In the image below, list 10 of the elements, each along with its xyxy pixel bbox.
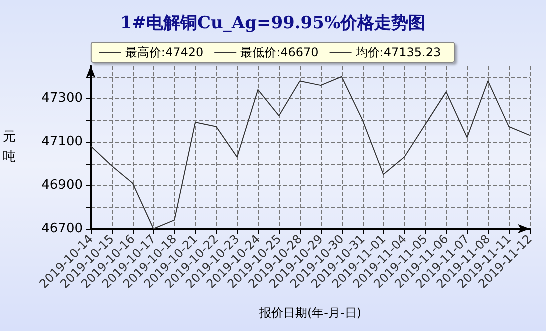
text: 均价:47135.23 [354, 46, 442, 60]
y-tick-label: 46700 [42, 222, 83, 236]
y-tick-label: 46900 [42, 178, 83, 194]
y-axis-title: 元吨 [3, 130, 16, 165]
y-tick-label: 47300 [42, 91, 83, 106]
text: 最低价:46670 [240, 46, 319, 60]
y-tick-label: 47100 [42, 134, 83, 150]
chart-title: 1#电解铜Cu_Ag=99.95%价格走势图 [120, 14, 426, 34]
x-axis-title: 报价日期(年-月-日) [258, 306, 362, 320]
text: 最高价:47420 [125, 46, 204, 60]
